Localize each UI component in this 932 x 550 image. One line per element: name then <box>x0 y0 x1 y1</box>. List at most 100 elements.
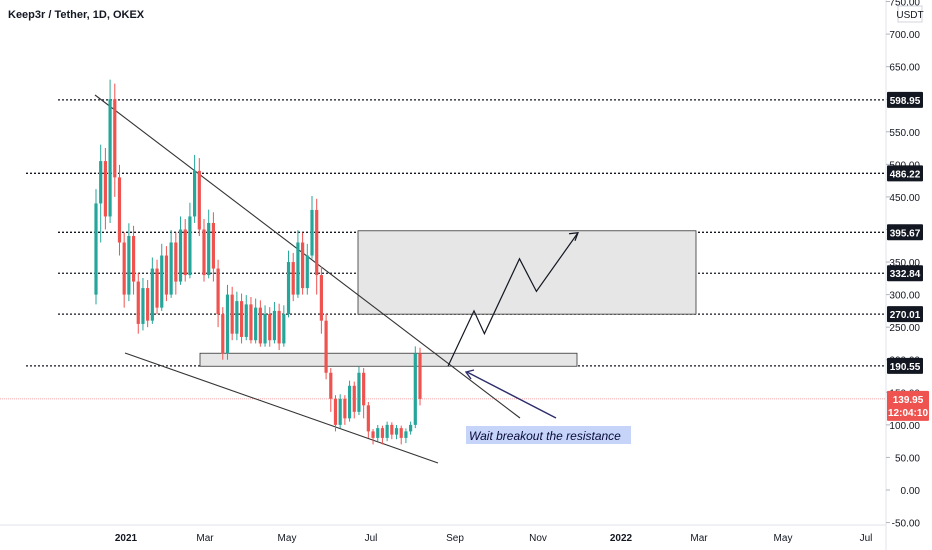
projection-path <box>447 232 579 419</box>
price-tags: 598.95 486.22 395.67 332.84 270.01 190.55 139.… <box>887 91 929 421</box>
candlesticks <box>94 79 422 445</box>
candle-body <box>183 229 187 276</box>
candle-body <box>418 353 422 399</box>
candle-body <box>371 431 375 438</box>
chart-title: Keep3r / Tether, 1D, OKEX <box>8 9 145 21</box>
candle-body <box>357 372 361 412</box>
level-price-tag-label: 486.22 <box>890 169 921 180</box>
x-tick-label: May <box>278 533 297 544</box>
level-price-tag <box>887 91 923 108</box>
candle-body <box>113 99 117 178</box>
candle-body <box>380 428 385 438</box>
x-tick-label: Jul <box>860 533 873 544</box>
candle-body <box>366 405 370 432</box>
x-tick-label: Jul <box>365 533 378 544</box>
candle-body <box>202 229 206 276</box>
y-tick-label: -50.00 <box>892 519 921 530</box>
current-price-value: 139.95 <box>893 395 924 406</box>
level-price-tag-label: 270.01 <box>890 310 921 321</box>
candle-body <box>150 268 154 321</box>
candle-body <box>399 428 403 438</box>
y-tick-label: 650.00 <box>889 63 920 74</box>
candle-body <box>211 222 215 269</box>
level-price-tag <box>887 265 923 282</box>
candle-body <box>99 161 103 204</box>
candle-body <box>286 262 291 315</box>
candle-body <box>216 268 220 315</box>
candle-body <box>254 307 258 341</box>
projection-path <box>447 232 579 367</box>
candle-body <box>310 209 314 256</box>
candle-body <box>324 320 328 373</box>
candle-body <box>333 398 338 425</box>
candle-body <box>315 209 319 276</box>
breakout-pointer <box>466 371 557 419</box>
y-tick-label: 700.00 <box>889 30 920 41</box>
candle-body <box>178 229 183 282</box>
candle-body <box>413 353 417 425</box>
level-price-tag <box>887 224 923 241</box>
candle-body <box>117 177 122 243</box>
y-tick-label: 300.00 <box>889 291 920 302</box>
candle-body <box>268 314 272 341</box>
candle-body <box>347 385 352 419</box>
level-price-tag-label: 332.84 <box>890 269 921 280</box>
candle-body <box>394 428 399 435</box>
zones <box>199 230 697 367</box>
y-tick-label: 50.00 <box>895 453 920 464</box>
support-zone <box>199 352 578 367</box>
candle-body <box>258 307 262 344</box>
level-price-tag-label: 598.95 <box>890 96 921 107</box>
level-price-tag-label: 190.55 <box>890 362 921 373</box>
y-tick-label: 450.00 <box>889 193 920 204</box>
candle-body <box>141 288 145 324</box>
level-price-tag <box>887 165 923 182</box>
currency-label: USDT <box>896 10 923 21</box>
y-tick-label: 250.00 <box>889 323 920 334</box>
candle-body <box>263 314 267 344</box>
candle-body <box>164 255 169 295</box>
candle-body <box>207 222 211 276</box>
candle-body <box>385 424 389 438</box>
candle-body <box>390 424 394 435</box>
candle-body <box>249 304 253 341</box>
candle-body <box>146 288 150 321</box>
candle-body <box>301 242 305 289</box>
candle-body <box>296 242 300 295</box>
candle-body <box>338 398 342 425</box>
x-tick-label: May <box>774 533 793 544</box>
candle-body <box>376 428 380 438</box>
x-tick-label: Sep <box>446 533 464 544</box>
level-price-tag <box>887 306 923 323</box>
y-tick-label: 0.00 <box>901 486 921 497</box>
level-price-tag <box>887 357 923 374</box>
candle-body <box>291 262 295 295</box>
candle-body <box>409 424 413 432</box>
candle-body <box>235 301 239 334</box>
candle-body <box>272 310 277 341</box>
candle-body <box>108 99 112 217</box>
candle-body <box>131 235 136 282</box>
y-tick-label: 550.00 <box>889 128 920 139</box>
current-price-time: 12:04:10 <box>888 408 928 419</box>
candle-body <box>193 170 197 217</box>
candle-body <box>136 281 140 324</box>
projection-arrowhead <box>568 232 579 241</box>
candle-body <box>239 301 244 337</box>
level-price-tag-label: 395.67 <box>890 228 921 239</box>
candle-body <box>94 203 98 295</box>
time-axis[interactable]: 2021 Mar May Jul Sep Nov 2022 Mar May Jul <box>115 533 873 544</box>
candle-body <box>122 242 126 295</box>
y-tick-label: 750.00 <box>889 0 920 9</box>
candle-body <box>319 275 323 321</box>
x-tick-label: Mar <box>196 533 214 544</box>
candle-body <box>160 255 164 308</box>
y-tick-label: 100.00 <box>889 421 920 432</box>
x-tick-label: Mar <box>690 533 708 544</box>
candle-body <box>244 304 248 337</box>
x-tick-label: 2022 <box>610 533 633 544</box>
candle-body <box>188 216 192 276</box>
support-trendline <box>124 352 439 464</box>
annotation-text: Wait breakout the resistance <box>469 429 621 443</box>
